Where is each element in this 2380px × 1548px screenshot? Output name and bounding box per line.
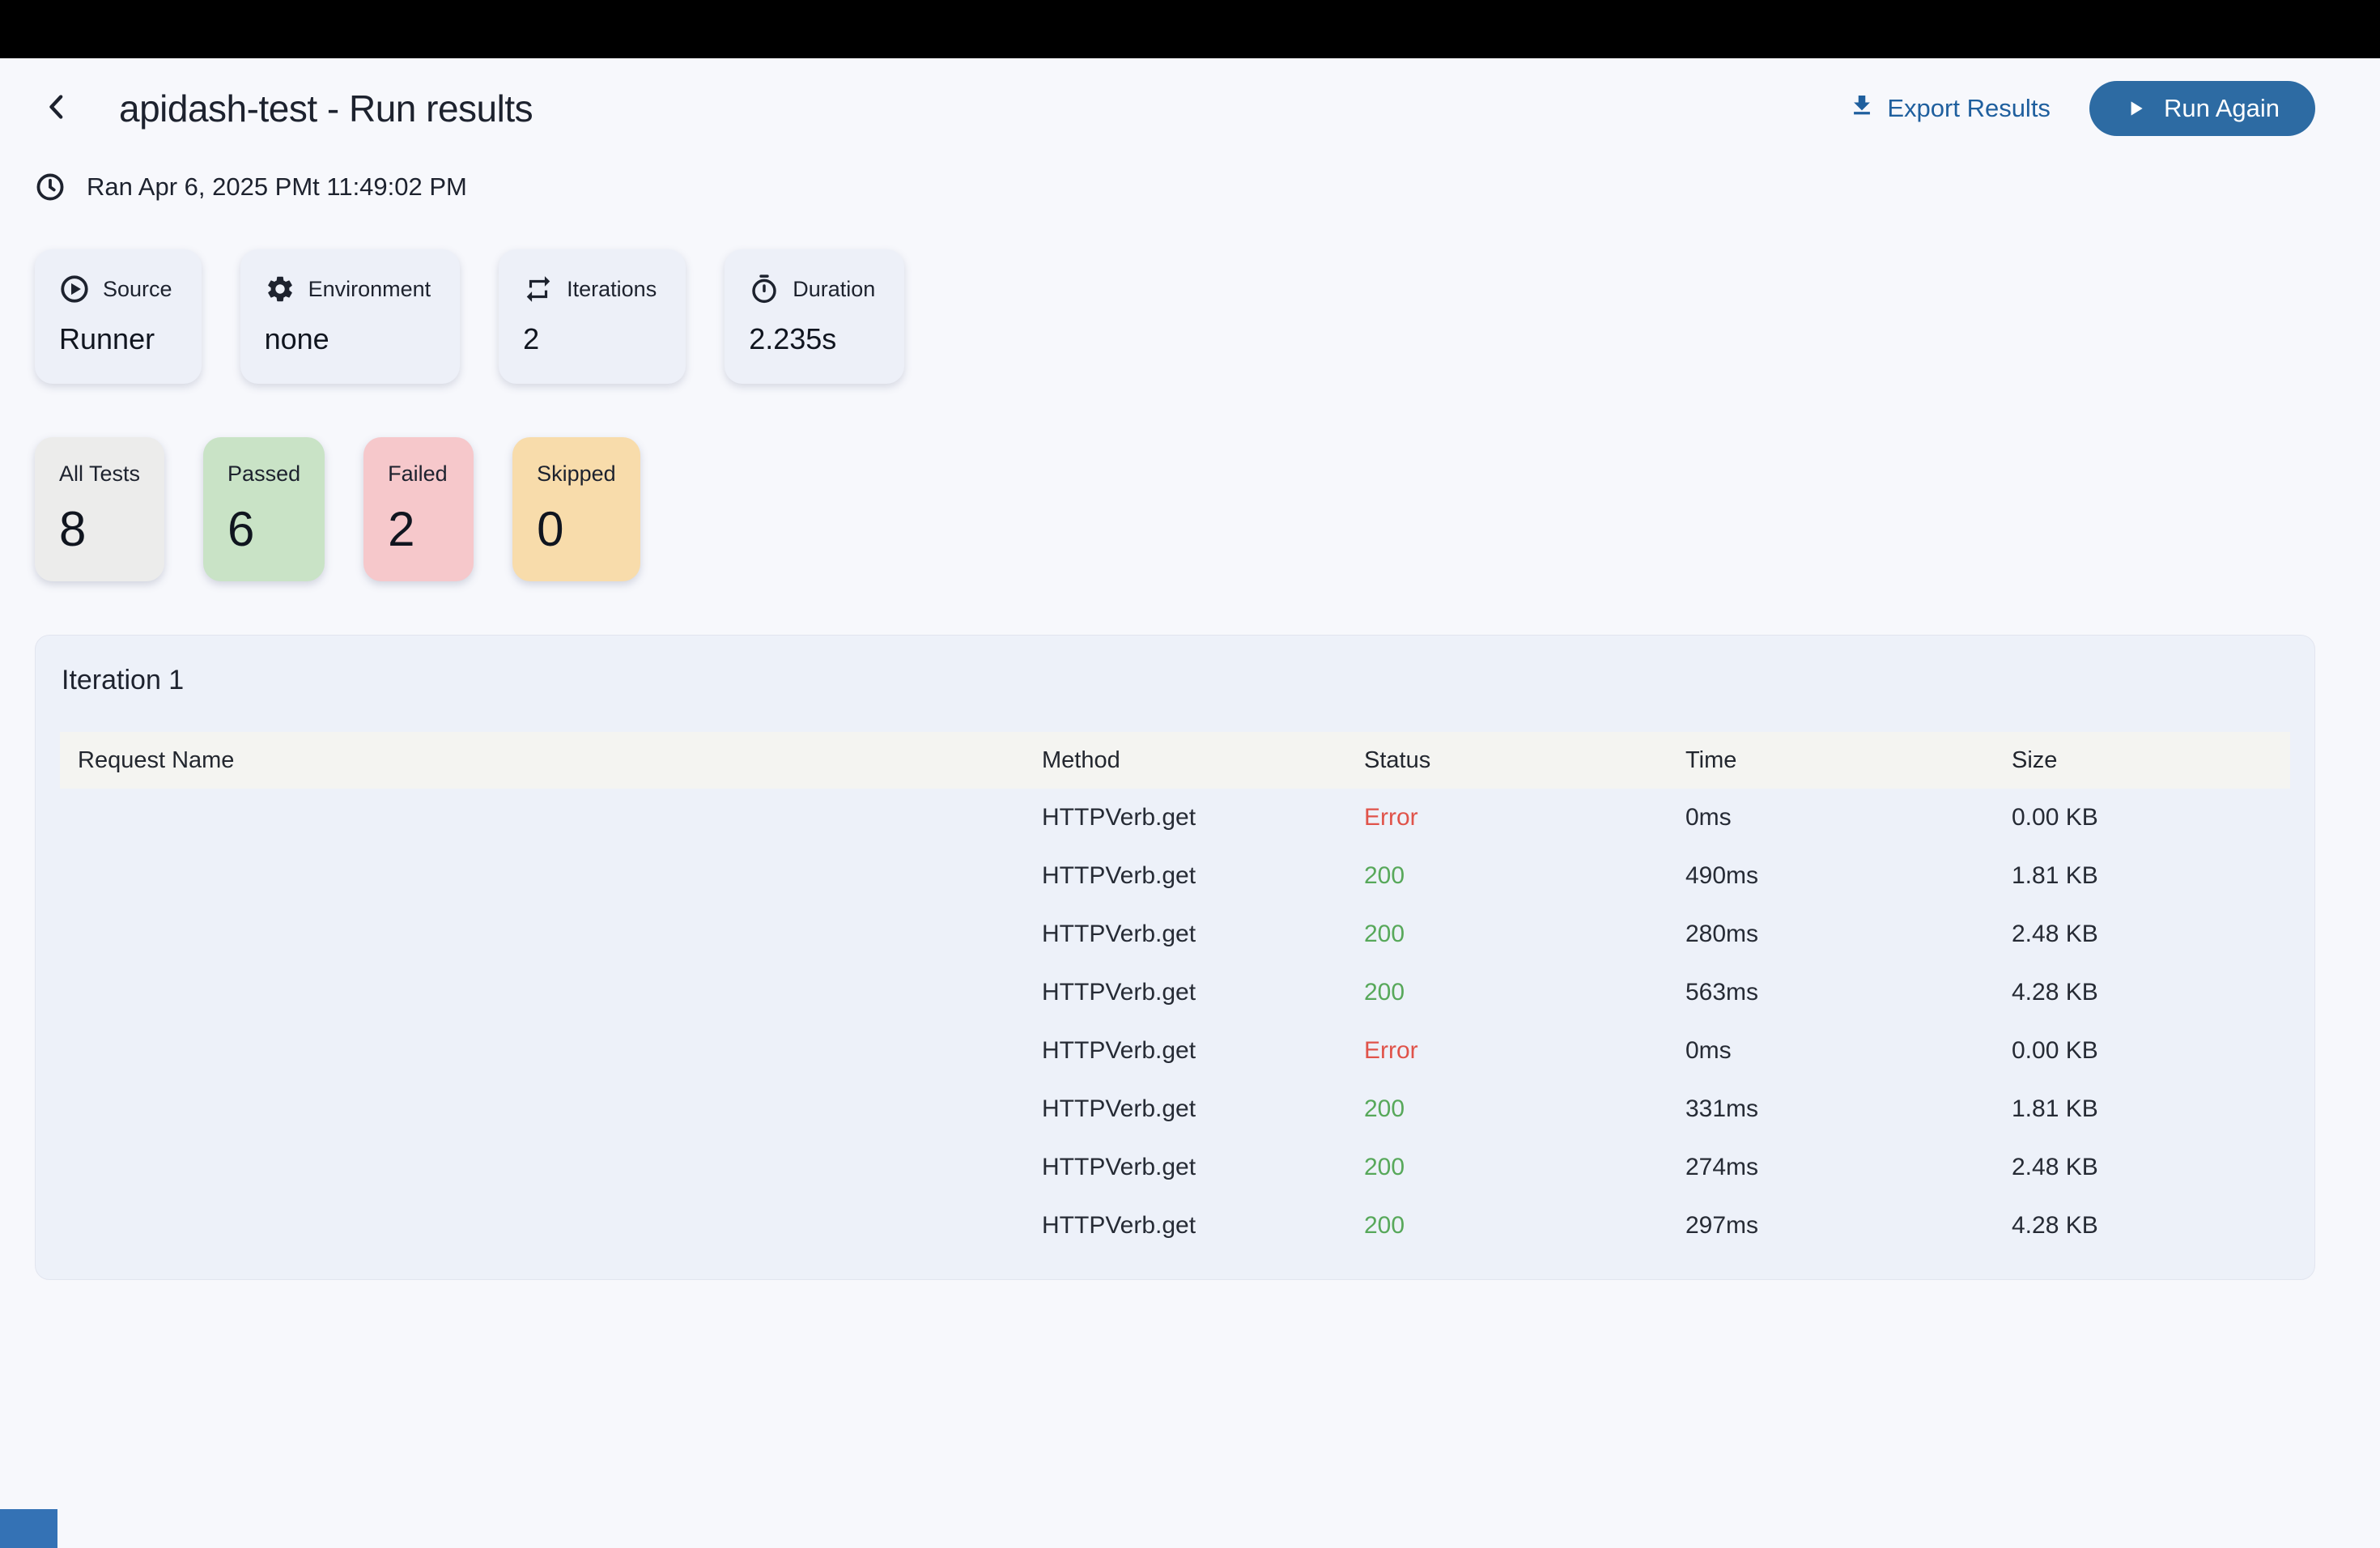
export-results-label: Export Results (1887, 94, 2051, 122)
cell-method: HTTPVerb.get (1042, 921, 1196, 947)
environment-card: Environment none (240, 249, 461, 384)
all-tests-card: All Tests 8 (35, 437, 165, 581)
cell-time: 0ms (1685, 804, 1732, 831)
failed-label: Failed (388, 461, 448, 486)
test-summary-cards: All Tests 8 Passed 6 Failed 2 Skipped 0 (35, 437, 2315, 581)
source-card: Source Runner (35, 249, 202, 384)
run-again-label: Run Again (2163, 94, 2280, 122)
chevron-left-icon (41, 87, 74, 130)
all-tests-count: 8 (59, 502, 87, 556)
window-titlebar (0, 0, 2380, 58)
failed-card: Failed 2 (363, 437, 474, 581)
table-row: HTTPVerb.get 200 280ms 2.48 KB (60, 905, 2290, 963)
table-row: HTTPVerb.get Error 0ms 0.00 KB (60, 789, 2290, 847)
cell-method: HTTPVerb.get (1042, 1037, 1196, 1064)
run-info-cards: Source Runner Environment none Iteration… (35, 249, 2315, 384)
gear-icon (265, 274, 295, 304)
cell-status: 200 (1364, 979, 1405, 1006)
table-row: HTTPVerb.get 200 563ms 4.28 KB (60, 963, 2290, 1022)
skipped-card: Skipped 0 (512, 437, 640, 581)
cell-status: Error (1364, 1037, 1418, 1064)
play-circle-icon (59, 274, 90, 304)
iteration-title: Iteration 1 (62, 665, 185, 695)
cell-size: 1.81 KB (2012, 1095, 2098, 1122)
source-card-label: Source (103, 276, 172, 301)
cell-time: 331ms (1685, 1095, 1759, 1122)
col-size: Size (2012, 746, 2058, 773)
cell-method: HTTPVerb.get (1042, 1212, 1196, 1239)
source-card-value: Runner (59, 322, 155, 355)
results-table: Request Name Method Status Time Size HTT… (60, 732, 2290, 1255)
cell-size: 1.81 KB (2012, 862, 2098, 889)
all-tests-label: All Tests (59, 461, 141, 486)
run-timestamp-label: Ran Apr 6, 2025 PMt 11:49:02 PM (87, 172, 467, 201)
iterations-card: Iterations 2 (499, 249, 686, 384)
cell-size: 4.28 KB (2012, 1212, 2098, 1239)
run-timestamp: Ran Apr 6, 2025 PMt 11:49:02 PM (35, 172, 2315, 202)
cell-time: 280ms (1685, 921, 1759, 947)
col-status: Status (1364, 746, 1431, 773)
cell-method: HTTPVerb.get (1042, 862, 1196, 889)
cell-status: 200 (1364, 1154, 1405, 1180)
run-again-button[interactable]: Run Again (2089, 81, 2315, 136)
cell-size: 2.48 KB (2012, 1154, 2098, 1180)
table-row: HTTPVerb.get 200 331ms 1.81 KB (60, 1080, 2290, 1138)
col-time: Time (1685, 746, 1737, 773)
iteration-results-card: Iteration 1 Request Name Method Status T… (35, 635, 2315, 1280)
duration-card-label: Duration (793, 276, 876, 301)
cell-time: 490ms (1685, 862, 1759, 889)
col-method: Method (1042, 746, 1120, 773)
cell-status: Error (1364, 804, 1418, 831)
col-request-name: Request Name (78, 746, 235, 773)
failed-count: 2 (388, 502, 415, 556)
page-title: apidash-test - Run results (119, 87, 533, 130)
cell-status: 200 (1364, 1212, 1405, 1239)
bottom-left-accent (0, 1509, 57, 1548)
cell-time: 297ms (1685, 1212, 1759, 1239)
clock-icon (35, 172, 66, 202)
cell-method: HTTPVerb.get (1042, 1154, 1196, 1180)
cell-method: HTTPVerb.get (1042, 804, 1196, 831)
passed-card: Passed 6 (203, 437, 325, 581)
duration-card-value: 2.235s (749, 322, 837, 355)
results-table-header: Request Name Method Status Time Size (60, 732, 2290, 789)
cell-status: 200 (1364, 862, 1405, 889)
passed-count: 6 (227, 502, 255, 556)
cell-size: 0.00 KB (2012, 804, 2098, 831)
page-header: apidash-test - Run results Export Result… (35, 78, 2315, 139)
repeat-icon (523, 274, 554, 304)
cell-size: 0.00 KB (2012, 1037, 2098, 1064)
cell-time: 563ms (1685, 979, 1759, 1006)
table-row: HTTPVerb.get 200 274ms 2.48 KB (60, 1138, 2290, 1197)
cell-size: 4.28 KB (2012, 979, 2098, 1006)
table-row: HTTPVerb.get 200 297ms 4.28 KB (60, 1197, 2290, 1255)
duration-card: Duration 2.235s (725, 249, 905, 384)
skipped-count: 0 (537, 502, 564, 556)
cell-size: 2.48 KB (2012, 921, 2098, 947)
run-results-page: apidash-test - Run results Export Result… (0, 78, 2380, 1280)
iterations-card-value: 2 (523, 322, 540, 355)
passed-label: Passed (227, 461, 301, 486)
skipped-label: Skipped (537, 461, 616, 486)
environment-card-value: none (264, 322, 329, 355)
cell-method: HTTPVerb.get (1042, 1095, 1196, 1122)
table-row: HTTPVerb.get 200 490ms 1.81 KB (60, 847, 2290, 905)
play-icon (2125, 98, 2146, 119)
iterations-card-label: Iterations (567, 276, 657, 301)
stopwatch-icon (749, 274, 780, 304)
download-icon (1848, 91, 1876, 125)
cell-time: 274ms (1685, 1154, 1759, 1180)
cell-status: 200 (1364, 921, 1405, 947)
export-results-button[interactable]: Export Results (1848, 91, 2051, 125)
cell-method: HTTPVerb.get (1042, 979, 1196, 1006)
cell-status: 200 (1364, 1095, 1405, 1122)
cell-time: 0ms (1685, 1037, 1732, 1064)
environment-card-label: Environment (308, 276, 431, 301)
back-button[interactable] (35, 86, 80, 131)
table-row: HTTPVerb.get Error 0ms 0.00 KB (60, 1022, 2290, 1080)
